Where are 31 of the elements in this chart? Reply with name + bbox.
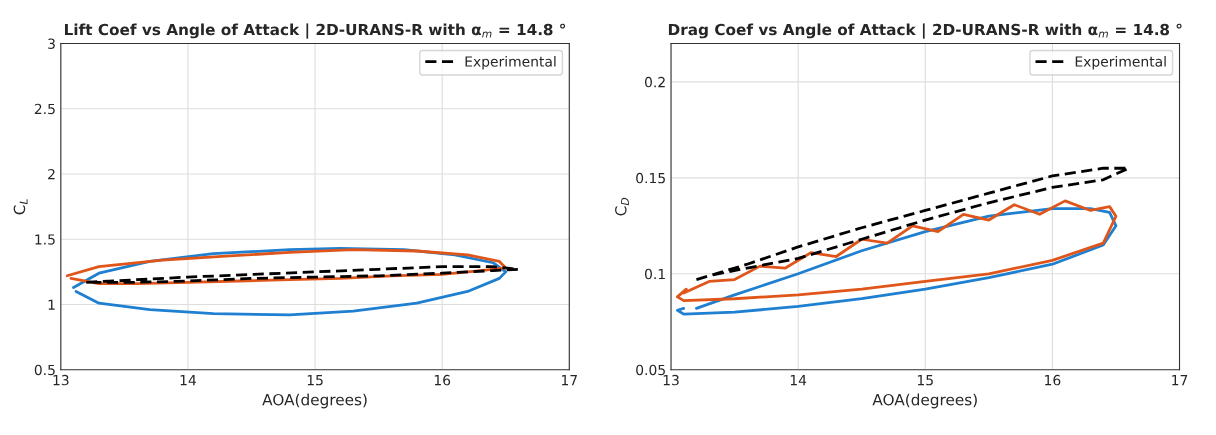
legend-label: Experimental [1075, 56, 1166, 70]
x-tick-label: 16 [1045, 374, 1061, 386]
y-tick-label: 0.05 [636, 364, 665, 376]
legend-label: Experimental [465, 56, 556, 70]
chart-title: Lift Coef vs Angle of Attack | 2D-URANS-R with α$_{m}$ = 14.8 ° [64, 23, 566, 39]
x-tick-label: 14 [180, 375, 196, 386]
x-tick-label: 17 [1172, 375, 1188, 386]
y-tick-label: 0.1 [644, 268, 665, 280]
line-series [675, 199, 1118, 303]
y-axis-title: C$_{D}$ [615, 197, 629, 216]
x-tick-label: 14 [790, 375, 807, 386]
y-tick-label: 0.5 [34, 364, 55, 376]
y-tick-label: 2 [48, 168, 55, 180]
x-tick-label: 15 [917, 375, 933, 386]
line-series [84, 265, 520, 284]
y-axis-title: C$_{L}$ [13, 199, 28, 215]
x-axis-title: AOA(degrees) [262, 393, 367, 409]
y-tick-label: 0.15 [636, 172, 665, 184]
y-tick-label: 2.5 [34, 103, 55, 115]
chart-title: Drag Coef vs Angle of Attack | 2D-URANS-R with α$_{m}$ = 14.8 ° [668, 23, 1182, 39]
x-tick-label: 16 [434, 374, 451, 386]
x-axis-title: AOA(degrees) [872, 393, 977, 409]
x-tick-label: 17 [562, 375, 577, 386]
x-tick-label: 15 [307, 375, 323, 386]
y-tick-label: 1.5 [35, 234, 55, 245]
line-series [675, 207, 1118, 316]
y-tick-label: 1 [48, 299, 55, 310]
x-tick-label: 13 [663, 374, 679, 386]
y-tick-label: 0.2 [644, 76, 665, 88]
y-tick-label: 3 [48, 38, 55, 49]
x-tick-label: 13 [53, 374, 69, 386]
